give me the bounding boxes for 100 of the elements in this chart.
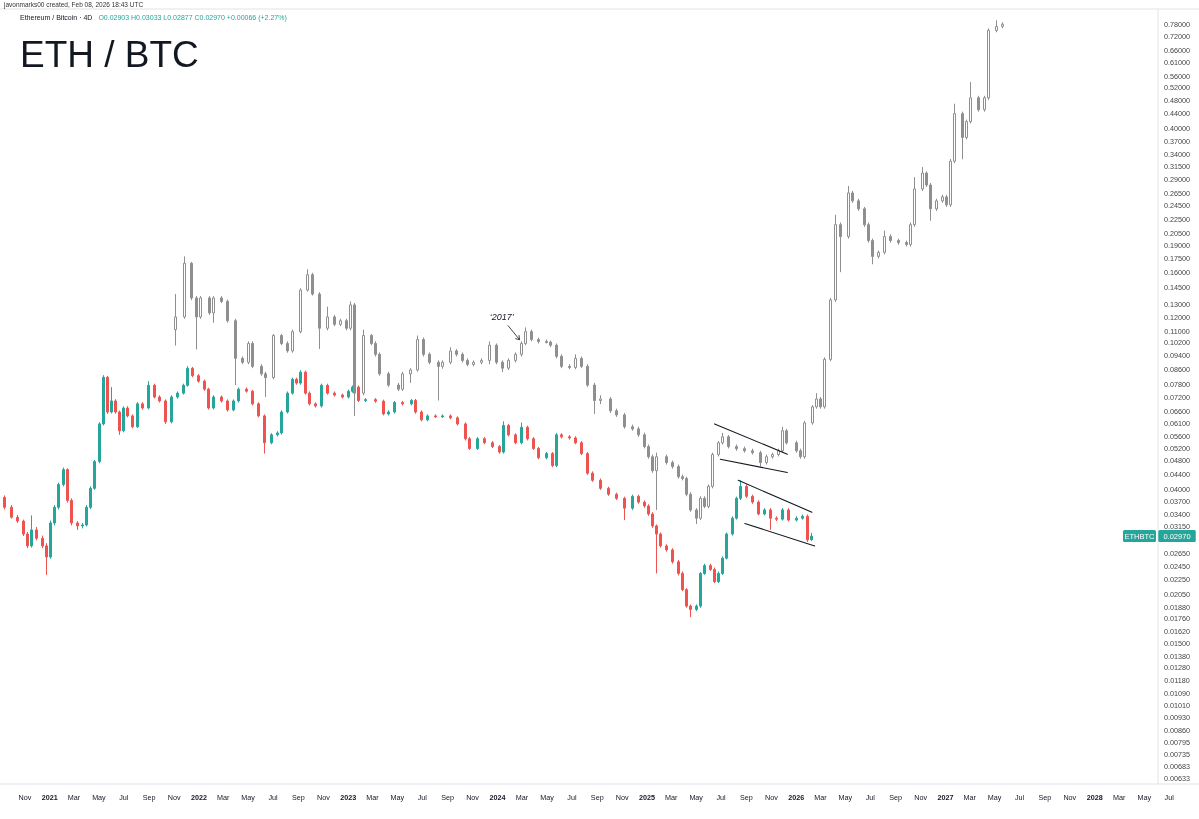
candlestick: [197, 373, 200, 384]
candlestick: [801, 513, 804, 521]
candlestick: [306, 268, 309, 293]
candlestick: [164, 398, 167, 425]
candlestick: [422, 337, 425, 358]
candlestick: [839, 222, 842, 273]
candlestick: [655, 452, 658, 511]
candlestick: [593, 382, 596, 415]
candlestick: [416, 335, 419, 373]
candlestick: [299, 369, 302, 386]
candlestick: [414, 398, 417, 415]
candlestick: [420, 409, 423, 422]
candlestick: [637, 426, 640, 438]
candlestick: [877, 249, 880, 259]
candlestick: [961, 111, 964, 160]
candlestick: [532, 436, 535, 451]
candlestick: [106, 375, 109, 415]
candlestick: [551, 451, 554, 468]
candlestick: [713, 567, 716, 584]
candlestick: [320, 383, 323, 409]
candlestick: [555, 432, 558, 468]
candlestick: [247, 340, 250, 365]
candlestick: [507, 357, 510, 371]
candlestick: [251, 389, 254, 406]
candlestick: [220, 394, 223, 404]
candlestick: [295, 377, 298, 386]
candlestick: [409, 367, 412, 384]
candlestick: [257, 401, 260, 418]
candlestick: [62, 467, 65, 487]
candlestick: [781, 426, 784, 454]
candlestick: [291, 329, 294, 354]
candlestick: [921, 166, 924, 192]
candlestick: [226, 299, 229, 324]
candlestick: [382, 399, 385, 416]
candlestick: [520, 422, 523, 445]
candlestick: [781, 507, 784, 522]
candlestick: [401, 371, 404, 392]
candlestick: [507, 423, 510, 438]
candlestick: [857, 198, 860, 212]
candlestick: [631, 494, 634, 511]
candlestick: [110, 386, 113, 414]
candlestick: [759, 450, 762, 468]
candlestick: [449, 346, 452, 365]
candlestick: [580, 356, 583, 369]
candlestick: [131, 413, 134, 429]
candlestick: [615, 408, 618, 418]
annotation: ‘2017’: [489, 312, 515, 323]
candlestick: [502, 420, 505, 455]
candlestick: [623, 412, 626, 430]
candlestick: [35, 526, 38, 541]
candlestick: [374, 397, 377, 404]
text: ETH / BTC: [20, 34, 199, 75]
candlestick: [671, 460, 674, 470]
candlestick: [434, 413, 437, 419]
candlestick: [803, 420, 806, 460]
candlestick: [765, 454, 768, 466]
candlestick: [488, 341, 491, 365]
candlestick: [549, 340, 552, 348]
candlestick: [897, 238, 900, 246]
candlestick: [526, 425, 529, 441]
candlestick: [174, 293, 177, 347]
candlestick: [568, 363, 571, 370]
candlestick: [326, 383, 329, 396]
candlestick: [153, 383, 156, 400]
candlestick: [456, 415, 459, 426]
candlestick: [251, 340, 254, 369]
candlestick: [147, 380, 150, 410]
candlestick: [318, 291, 321, 350]
candlestick: [483, 436, 486, 445]
candlestick: [751, 494, 754, 505]
candlestick: [286, 340, 289, 354]
candlestick: [677, 464, 680, 480]
candlestick: [735, 444, 738, 452]
candlestick: [333, 390, 336, 398]
candlestick: [545, 451, 548, 460]
candlestick: [212, 394, 215, 410]
candlestick: [136, 401, 139, 429]
candlestick: [241, 356, 244, 365]
candlestick: [495, 343, 498, 365]
candlestick: [560, 432, 563, 439]
candlestick: [170, 394, 173, 424]
candlestick: [889, 233, 892, 244]
candlestick: [537, 446, 540, 460]
candlestick: [449, 413, 452, 420]
candlestick: [410, 398, 413, 406]
candlestick: [699, 495, 702, 521]
candlestick: [190, 261, 193, 301]
candlestick: [30, 514, 33, 549]
candlestick: [472, 359, 475, 367]
candlestick: [574, 353, 577, 370]
candlestick: [141, 401, 144, 411]
candlestick: [280, 409, 283, 436]
candlestick: [476, 436, 479, 451]
candlestick: [591, 470, 594, 483]
candlestick: [311, 272, 314, 297]
candlestick: [291, 377, 294, 396]
candlestick: [461, 351, 464, 363]
candlestick: [270, 432, 273, 445]
candlestick: [623, 496, 626, 521]
candlestick: [560, 353, 563, 369]
